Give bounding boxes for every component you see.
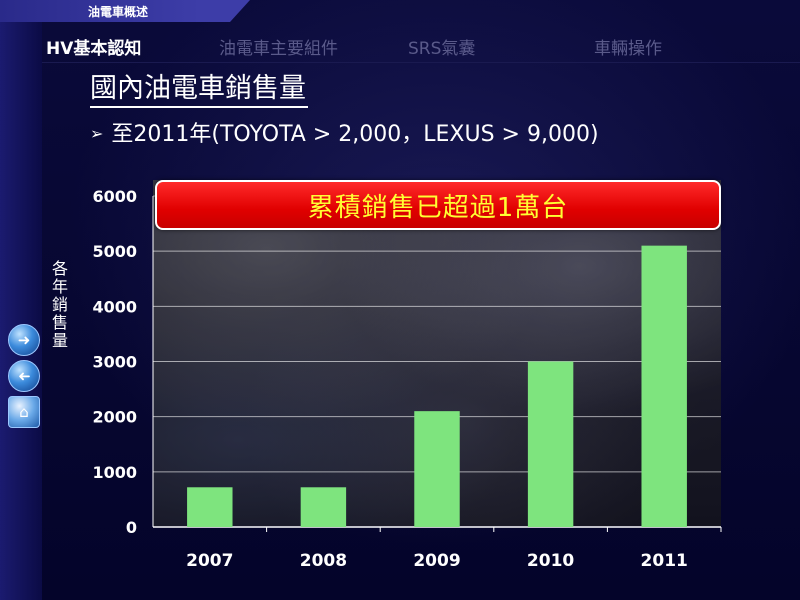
x-tick-label: 2008 [300,551,347,571]
x-tick-label: 2010 [527,551,574,571]
cumulative-sales-banner: 累積銷售已超過1萬台 [155,180,721,230]
bullet-arrow-icon: ➢ [90,124,104,143]
bullet-point: ➢ 至2011年(TOYOTA > 2,000，LEXUS > 9,000) [90,116,599,148]
slide-title: 國內油電車銷售量 [90,72,308,108]
chart-y-axis-label: 各年銷售量 [49,260,68,350]
nav-tab-srs-airbag[interactable]: SRS氣囊 [408,39,476,59]
bar-2007 [187,487,233,527]
home-icon[interactable]: ⌂ [8,396,40,428]
x-tick-label: 2009 [413,551,460,571]
side-navigation: ➜ ➜ ⌂ [8,324,42,432]
bar-2008 [300,487,347,527]
y-tick-label: 6000 [92,187,137,206]
y-tick-label: 5000 [92,242,137,261]
next-arrow-icon[interactable]: ➜ [8,324,40,356]
section-bar: 油電車概述 [0,0,250,22]
bar-2009 [414,411,460,527]
y-tick-label: 1000 [92,463,137,482]
nav-tab-hybrid-components[interactable]: 油電車主要組件 [219,39,338,59]
bar-2011 [641,245,687,527]
nav-tab-hv-basics[interactable]: HV基本認知 [46,39,142,59]
y-tick-label: 2000 [92,408,137,427]
y-tick-label: 3000 [92,353,137,372]
nav-tab-vehicle-operation[interactable]: 車輛操作 [594,39,662,59]
x-tick-label: 2007 [186,551,233,571]
nav-divider [42,62,800,63]
previous-arrow-icon[interactable]: ➜ [8,360,40,392]
left-rail [0,0,42,600]
bullet-text: 至2011年(TOYOTA > 2,000，LEXUS > 9,000) [111,122,599,147]
section-label: 油電車概述 [88,5,149,19]
y-tick-label: 0 [126,518,137,537]
bar-2010 [527,361,574,527]
x-tick-label: 2011 [641,551,688,571]
top-navigation: HV基本認知 油電車主要組件 SRS氣囊 車輛操作 [46,34,786,60]
y-tick-label: 4000 [92,297,137,316]
